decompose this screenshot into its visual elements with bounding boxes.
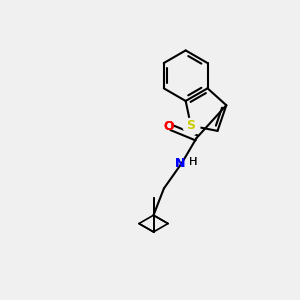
Text: S: S — [186, 119, 195, 132]
Text: N: N — [175, 157, 185, 170]
Text: S: S — [186, 119, 195, 132]
Text: H: H — [189, 157, 197, 167]
Text: H: H — [189, 157, 197, 167]
Text: O: O — [164, 119, 174, 133]
Text: N: N — [175, 157, 185, 170]
Text: O: O — [164, 119, 174, 133]
